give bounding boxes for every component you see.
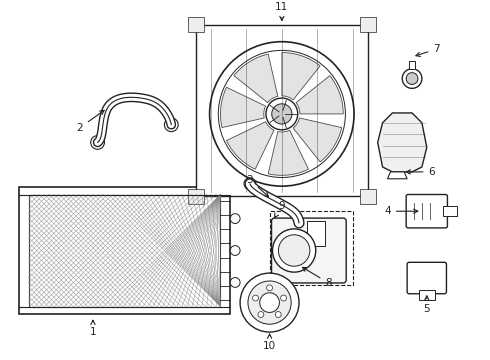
Circle shape — [210, 42, 354, 186]
Circle shape — [253, 295, 259, 301]
Polygon shape — [282, 53, 320, 100]
Circle shape — [293, 217, 305, 229]
Text: 10: 10 — [263, 334, 276, 351]
FancyBboxPatch shape — [407, 262, 446, 294]
Bar — [360, 17, 376, 32]
Bar — [196, 24, 368, 197]
Polygon shape — [234, 54, 278, 103]
Polygon shape — [388, 172, 407, 179]
Bar — [29, 194, 220, 306]
Polygon shape — [296, 76, 343, 114]
Circle shape — [240, 273, 299, 332]
Text: 11: 11 — [275, 2, 289, 21]
Bar — [443, 206, 457, 216]
Polygon shape — [268, 130, 309, 175]
Bar — [188, 17, 204, 32]
Circle shape — [230, 214, 240, 224]
Bar — [270, 211, 353, 285]
Bar — [419, 290, 435, 300]
Text: 3: 3 — [246, 175, 269, 197]
Circle shape — [258, 311, 264, 318]
Circle shape — [244, 178, 256, 190]
Text: 7: 7 — [416, 44, 440, 57]
Text: 8: 8 — [302, 267, 332, 288]
Circle shape — [272, 104, 292, 124]
Polygon shape — [293, 118, 342, 162]
Circle shape — [267, 285, 272, 291]
Circle shape — [248, 281, 291, 324]
FancyBboxPatch shape — [406, 194, 447, 228]
Circle shape — [402, 69, 422, 88]
Circle shape — [91, 136, 104, 149]
Text: 1: 1 — [90, 320, 96, 337]
Bar — [307, 221, 324, 246]
Text: 9: 9 — [274, 201, 285, 217]
Circle shape — [165, 118, 178, 132]
FancyBboxPatch shape — [271, 218, 346, 283]
Text: 6: 6 — [406, 167, 435, 177]
Circle shape — [278, 235, 310, 266]
Circle shape — [406, 73, 418, 85]
Polygon shape — [226, 122, 274, 169]
Circle shape — [230, 246, 240, 256]
Polygon shape — [220, 87, 266, 127]
Bar — [409, 61, 415, 69]
Text: 4: 4 — [384, 206, 418, 216]
Text: 2: 2 — [76, 111, 104, 133]
Circle shape — [272, 229, 316, 272]
Circle shape — [275, 311, 281, 318]
Circle shape — [260, 293, 279, 312]
Circle shape — [281, 295, 287, 301]
Bar — [188, 189, 204, 204]
Circle shape — [230, 278, 240, 287]
Polygon shape — [378, 113, 427, 172]
Bar — [360, 189, 376, 204]
Circle shape — [266, 98, 298, 130]
Text: 5: 5 — [423, 296, 430, 315]
Bar — [19, 186, 230, 314]
